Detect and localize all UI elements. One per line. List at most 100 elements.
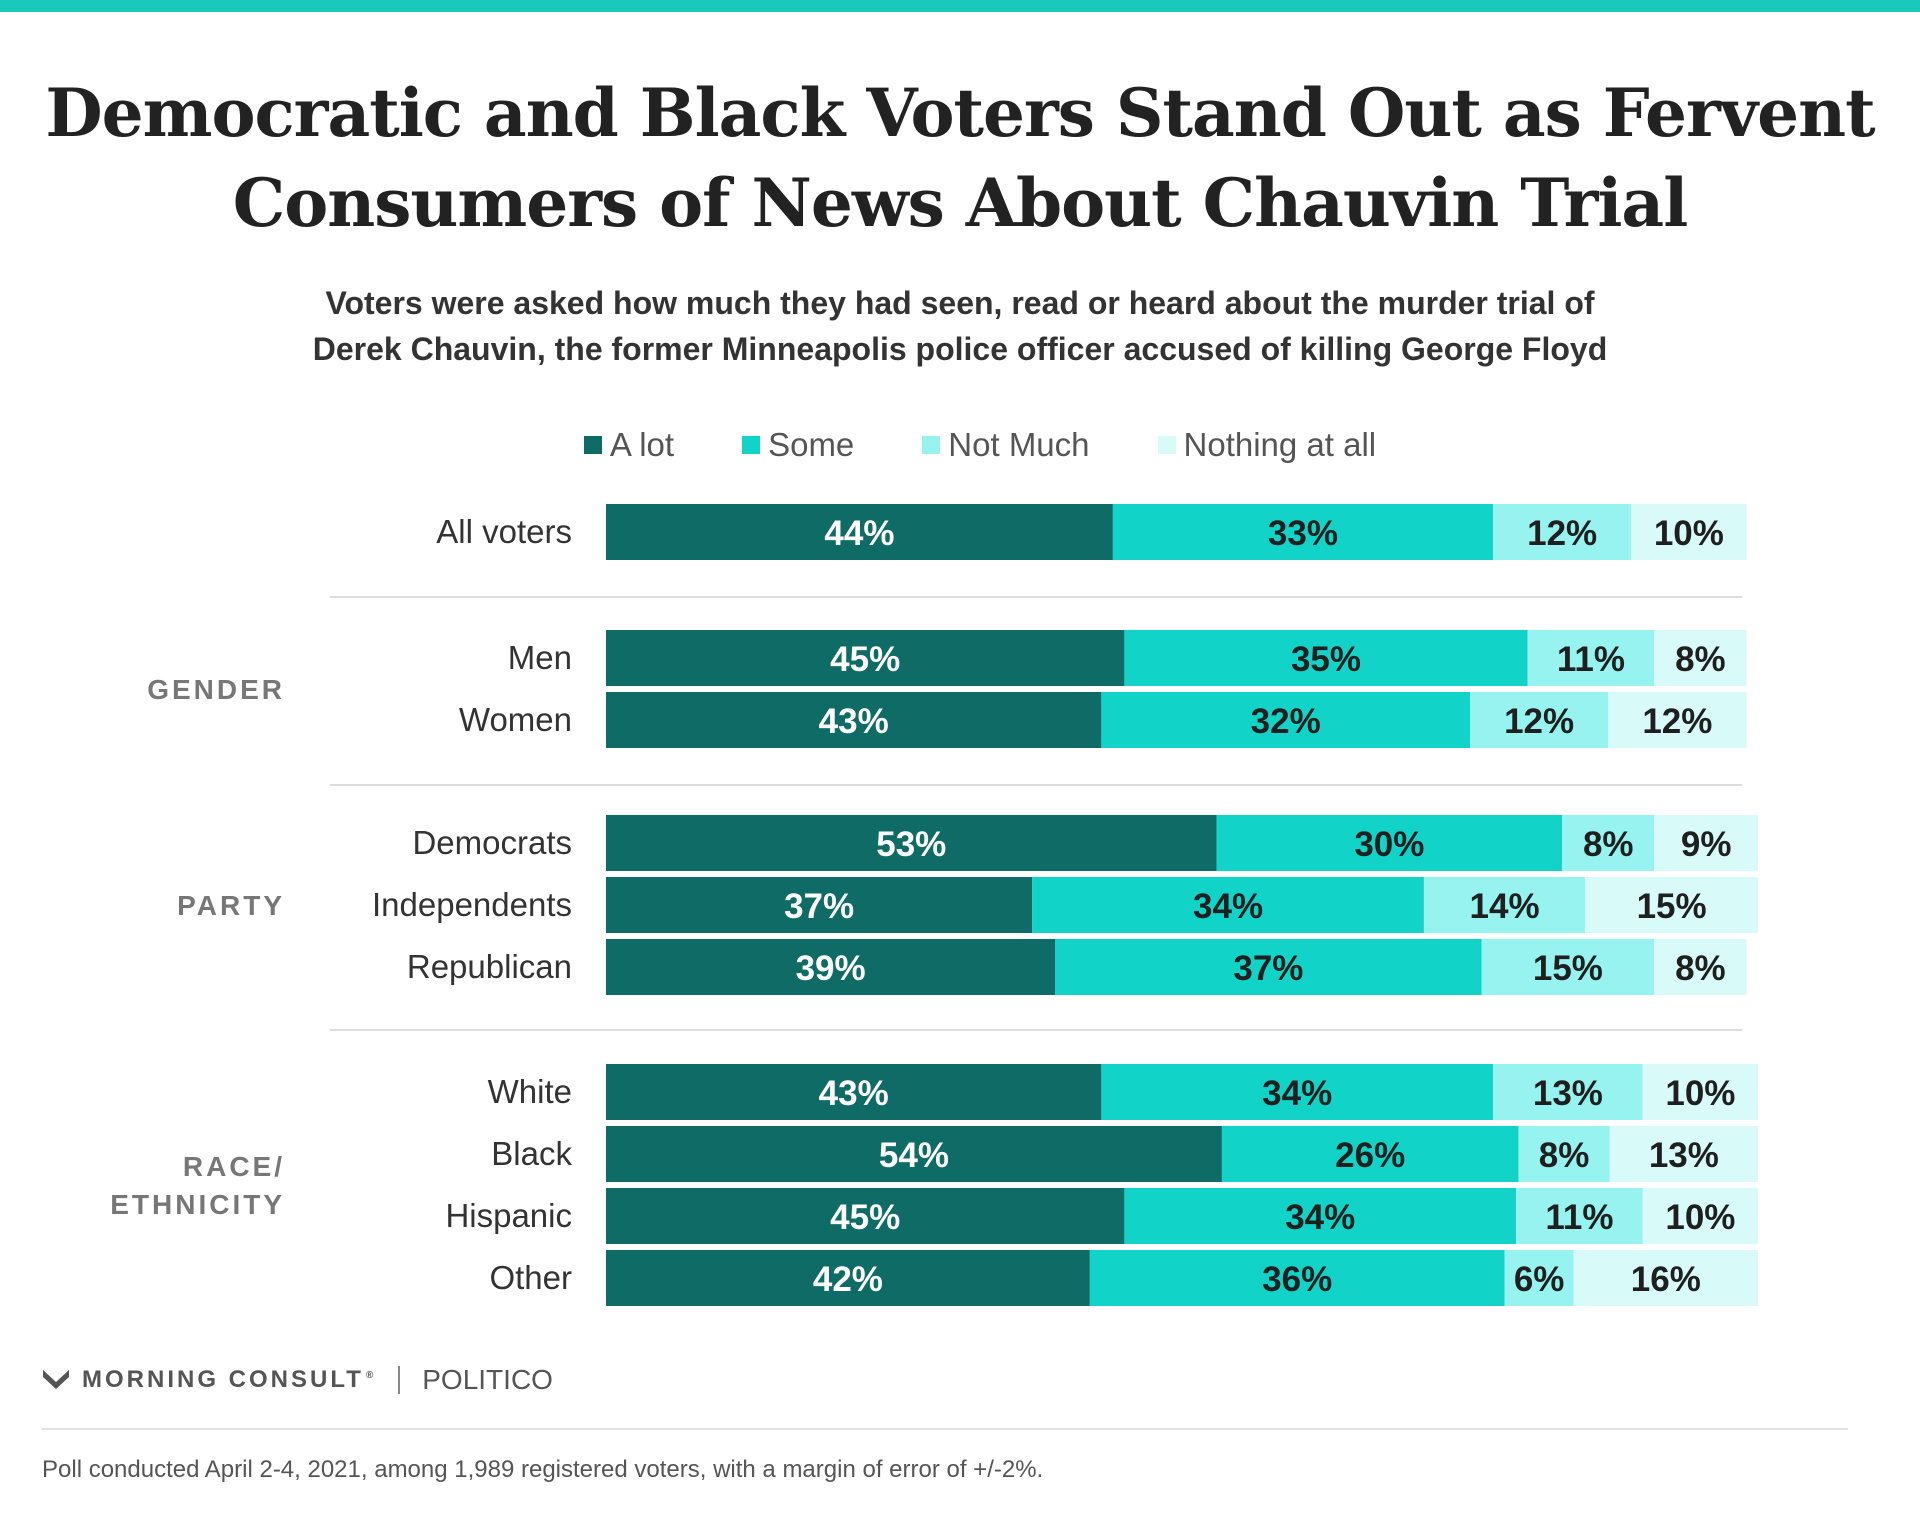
data-label: 43% <box>819 1074 889 1113</box>
data-label: 15% <box>1533 949 1603 988</box>
bar-segment-some <box>1055 939 1482 995</box>
row-label: Democrats <box>412 824 572 861</box>
bar-segment-not-much <box>1516 1188 1643 1244</box>
data-label: 34% <box>1262 1074 1332 1113</box>
row-label: Hispanic <box>445 1197 572 1234</box>
data-label: 12% <box>1642 702 1712 741</box>
chart-title: Democratic and Black Voters Stand Out as… <box>0 68 1920 248</box>
bar-segment-a-lot <box>606 1064 1102 1120</box>
footnote: Poll conducted April 2-4, 2021, among 1,… <box>42 1456 1044 1483</box>
data-label: 43% <box>819 702 889 741</box>
data-label: 32% <box>1251 702 1321 741</box>
data-label: 34% <box>1285 1198 1355 1237</box>
bar-segment-nothing-at-all <box>1654 815 1758 871</box>
data-label: 54% <box>879 1136 949 1175</box>
legend-label: A lot <box>609 426 675 463</box>
legend-item-some: Some <box>742 426 854 464</box>
data-label: 10% <box>1665 1198 1735 1237</box>
data-label: 37% <box>784 887 854 926</box>
legend-item-not-much: Not Much <box>922 426 1090 464</box>
data-label: 42% <box>813 1260 883 1299</box>
bar-segment-not-much <box>1481 939 1655 995</box>
data-label: 16% <box>1631 1260 1701 1299</box>
legend-item-a-lot: A lot <box>583 426 675 464</box>
row-label: Other <box>489 1259 572 1296</box>
morning-consult-logo-icon <box>43 1370 69 1389</box>
data-label: 11% <box>1557 640 1625 679</box>
data-label: 8% <box>1675 949 1726 988</box>
bar-segment-not-much <box>1527 630 1655 686</box>
data-label: 8% <box>1675 640 1726 679</box>
bar-segment-some <box>1101 1064 1494 1120</box>
bar-segment-some <box>1124 1188 1517 1244</box>
data-label: 35% <box>1291 640 1361 679</box>
bar-segment-a-lot <box>606 939 1056 995</box>
data-label: 34% <box>1193 887 1263 926</box>
title-line-2: Consumers of News About Chauvin Trial <box>232 164 1689 242</box>
brand-morning-consult: MORNING CONSULT ® <box>82 1366 377 1393</box>
group-label: PARTY <box>177 890 285 921</box>
bar-segment-some <box>1032 877 1424 933</box>
data-label: 6% <box>1514 1260 1565 1299</box>
bar-segment-nothing-at-all <box>1642 1188 1758 1244</box>
bar-segment-a-lot <box>606 1250 1090 1306</box>
data-label: 9% <box>1681 825 1732 864</box>
row-label: Men <box>508 639 572 676</box>
data-label: 33% <box>1268 514 1338 553</box>
data-label: 39% <box>796 949 866 988</box>
bar-segment-some <box>1101 692 1470 748</box>
footer-divider <box>42 1428 1848 1430</box>
data-label: 37% <box>1233 949 1303 988</box>
data-label: 13% <box>1533 1074 1603 1113</box>
bar-segment-nothing-at-all <box>1585 877 1758 933</box>
group-label: ETHNICITY <box>110 1189 285 1220</box>
bar-segment-not-much <box>1423 877 1586 933</box>
data-label: 12% <box>1527 514 1597 553</box>
row-label: Independents <box>372 886 572 923</box>
bar-segment-nothing-at-all <box>1654 939 1747 995</box>
brand-politico: POLITICO <box>422 1364 553 1395</box>
data-label: 10% <box>1654 514 1724 553</box>
bar-segment-nothing-at-all <box>1608 692 1747 748</box>
bar-segment-nothing-at-all <box>1631 504 1747 560</box>
legend-label: Some <box>768 426 855 463</box>
data-label: 12% <box>1504 702 1574 741</box>
data-label: 44% <box>824 514 894 553</box>
row-label: Black <box>491 1135 572 1172</box>
bar-segment-not-much <box>1493 504 1632 560</box>
subtitle-line-2: Derek Chauvin, the former Minneapolis po… <box>312 331 1608 367</box>
bar-segment-some <box>1216 815 1563 871</box>
bar-segment-some <box>1221 1126 1519 1182</box>
legend-item-nothing-at-all: Nothing at all <box>1157 426 1376 464</box>
legend-swatch <box>583 436 602 454</box>
subtitle-line-1: Voters were asked how much they had seen… <box>325 285 1595 321</box>
title-line-1: Democratic and Black Voters Stand Out as… <box>45 74 1875 152</box>
brand-registered-mark: ® <box>365 1370 377 1381</box>
bar-segment-not-much <box>1493 1064 1643 1120</box>
data-label: 53% <box>876 825 946 864</box>
bar-segment-some <box>1124 630 1528 686</box>
bar-segment-nothing-at-all <box>1573 1250 1758 1306</box>
bar-segment-some <box>1089 1250 1505 1306</box>
bar-segment-a-lot <box>606 1126 1222 1182</box>
data-label: 8% <box>1583 825 1634 864</box>
data-label: 26% <box>1335 1136 1405 1175</box>
data-label: 30% <box>1354 825 1424 864</box>
bar-segment-a-lot <box>606 692 1102 748</box>
bar-segment-a-lot <box>606 630 1125 686</box>
data-label: 8% <box>1539 1136 1590 1175</box>
bar-segment-nothing-at-all <box>1642 1064 1758 1120</box>
brand-row: MORNING CONSULT ® POLITICO <box>42 1358 553 1402</box>
legend-swatch <box>742 436 761 454</box>
data-label: 10% <box>1665 1074 1735 1113</box>
data-label: 36% <box>1262 1260 1332 1299</box>
data-label: 45% <box>830 640 900 679</box>
row-label: Republican <box>407 948 572 985</box>
bar-segment-some <box>1112 504 1494 560</box>
row-label: White <box>488 1073 572 1110</box>
legend-swatch <box>1157 436 1176 454</box>
data-label: 11% <box>1545 1198 1613 1237</box>
chart-legend: A lot Some Not Much Nothing at all <box>0 420 1920 470</box>
group-label: RACE/ <box>183 1151 285 1182</box>
